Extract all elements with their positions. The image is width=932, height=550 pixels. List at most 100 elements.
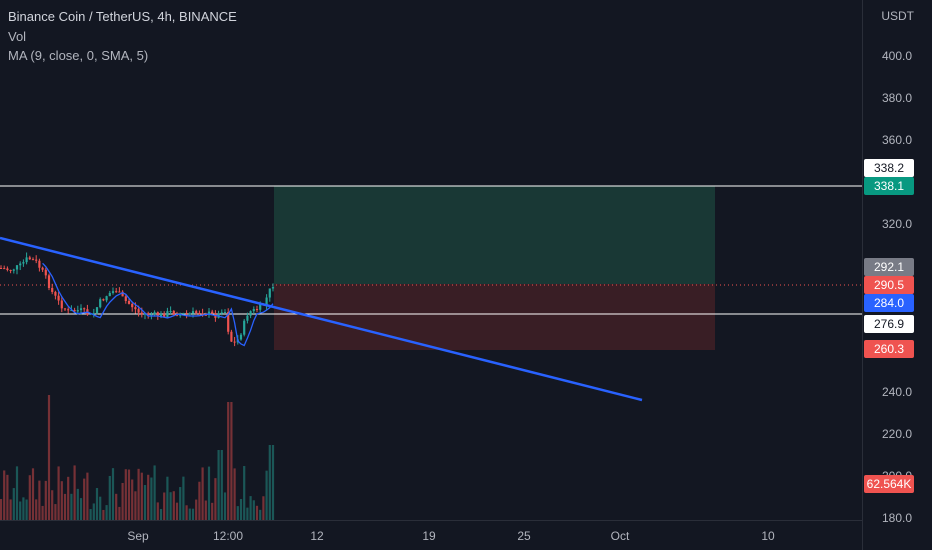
volume-bar [223,492,227,520]
time-tick: Sep [127,529,149,543]
volume-bar [28,475,31,520]
volume-bar [166,476,169,520]
current-price-tag: 292.1 [864,258,914,276]
volume-bar [63,493,67,520]
volume-bar [236,506,239,520]
volume-bar [252,500,255,520]
candle-body [227,312,230,332]
candle-body [185,312,188,314]
volume-bar [246,507,249,520]
legend-title[interactable]: Binance Coin / TetherUS, 4h, BINANCE [8,9,237,24]
volume-bar [121,482,124,520]
price-tick: 240.0 [881,385,912,399]
trendline[interactable] [0,236,643,402]
price-tick: 320.0 [881,217,912,231]
volume-bar [19,501,22,520]
volume-bar [220,450,223,520]
volume-bar [15,466,19,520]
candle-body [44,269,47,276]
candle-body [12,269,15,271]
volume-bar [191,508,195,520]
candle-body [198,312,201,314]
price-chart[interactable] [0,0,862,520]
loss-zone[interactable] [274,284,715,350]
volume-bar [105,505,108,520]
candle-body [47,275,51,288]
candle-body [31,259,35,261]
volume-bar [230,402,233,520]
price-tick: 380.0 [881,91,912,105]
candle-body [246,315,249,321]
volume-bar [172,491,175,520]
volume-bar [134,491,137,520]
chart-area[interactable]: Binance Coin / TetherUS, 4h, BINANCE Vol… [0,0,862,520]
volume-bar [262,496,265,520]
time-tick: 10 [761,529,775,543]
volume-bar [217,450,220,520]
candle-body [76,310,79,312]
volume-bar [156,502,159,520]
volume-tag: 62.564K [864,475,914,493]
candle-body [259,303,262,310]
candle-body [54,291,57,296]
volume-bar [137,468,140,520]
volume-bar [211,502,214,520]
volume-bars [0,395,275,520]
volume-bar [47,395,51,520]
candle-body [175,314,179,316]
volume-bar [54,504,57,520]
volume-bar [150,477,153,520]
volume-bar [239,499,243,520]
candle-body [271,287,275,289]
candle-body [19,263,22,266]
candle-body [95,307,99,314]
candle-body [163,313,166,318]
volume-bar [99,496,102,520]
volume-bar [143,485,147,520]
volume-bar [76,488,79,520]
candle-body [99,299,102,308]
price-tick: 220.0 [881,427,912,441]
volume-bar [83,478,86,520]
candle-body [143,313,147,315]
candle-body [15,265,19,270]
candle-body [140,312,143,315]
time-axis[interactable]: Sep 12:00 12 19 25 Oct 10 [0,520,862,550]
volume-bar [179,487,182,520]
candle-body [265,297,268,306]
volume-bar [159,509,163,520]
candle-body [25,257,28,263]
candle-body [156,312,159,317]
volume-bar [108,475,111,520]
volume-bar [249,496,252,520]
volume-bar [185,505,188,520]
price-axis-unit: USDT [881,9,914,23]
candle-body [60,300,63,309]
volume-bar [268,445,271,520]
volume-bar [131,479,134,520]
time-tick: 12:00 [212,529,244,543]
volume-bar [31,468,35,520]
candle-body [0,268,3,269]
candle-body [204,314,207,316]
volume-bar [198,481,201,520]
candle-body [108,292,111,297]
ma-line [42,262,274,347]
candle-body [201,313,204,315]
candle-body [211,311,214,314]
legend-vol[interactable]: Vol [8,29,27,44]
volume-bar [6,474,9,520]
candle-body [22,262,25,264]
volume-bar [271,445,275,520]
price-axis[interactable]: USDT 400.0 380.0 360.0 320.0 240.0 220.0… [862,0,932,550]
volume-bar [60,481,63,520]
candle-body [115,291,118,293]
ma-tag: 284.0 [864,294,914,312]
candle-body [207,311,211,315]
legend-ma[interactable]: MA (9, close, 0, SMA, 5) [8,48,149,63]
candle-body [249,311,252,316]
volume-bar [127,469,131,520]
candle-body [63,308,67,310]
price-tick: 400.0 [881,49,912,63]
profit-zone[interactable] [274,186,715,284]
